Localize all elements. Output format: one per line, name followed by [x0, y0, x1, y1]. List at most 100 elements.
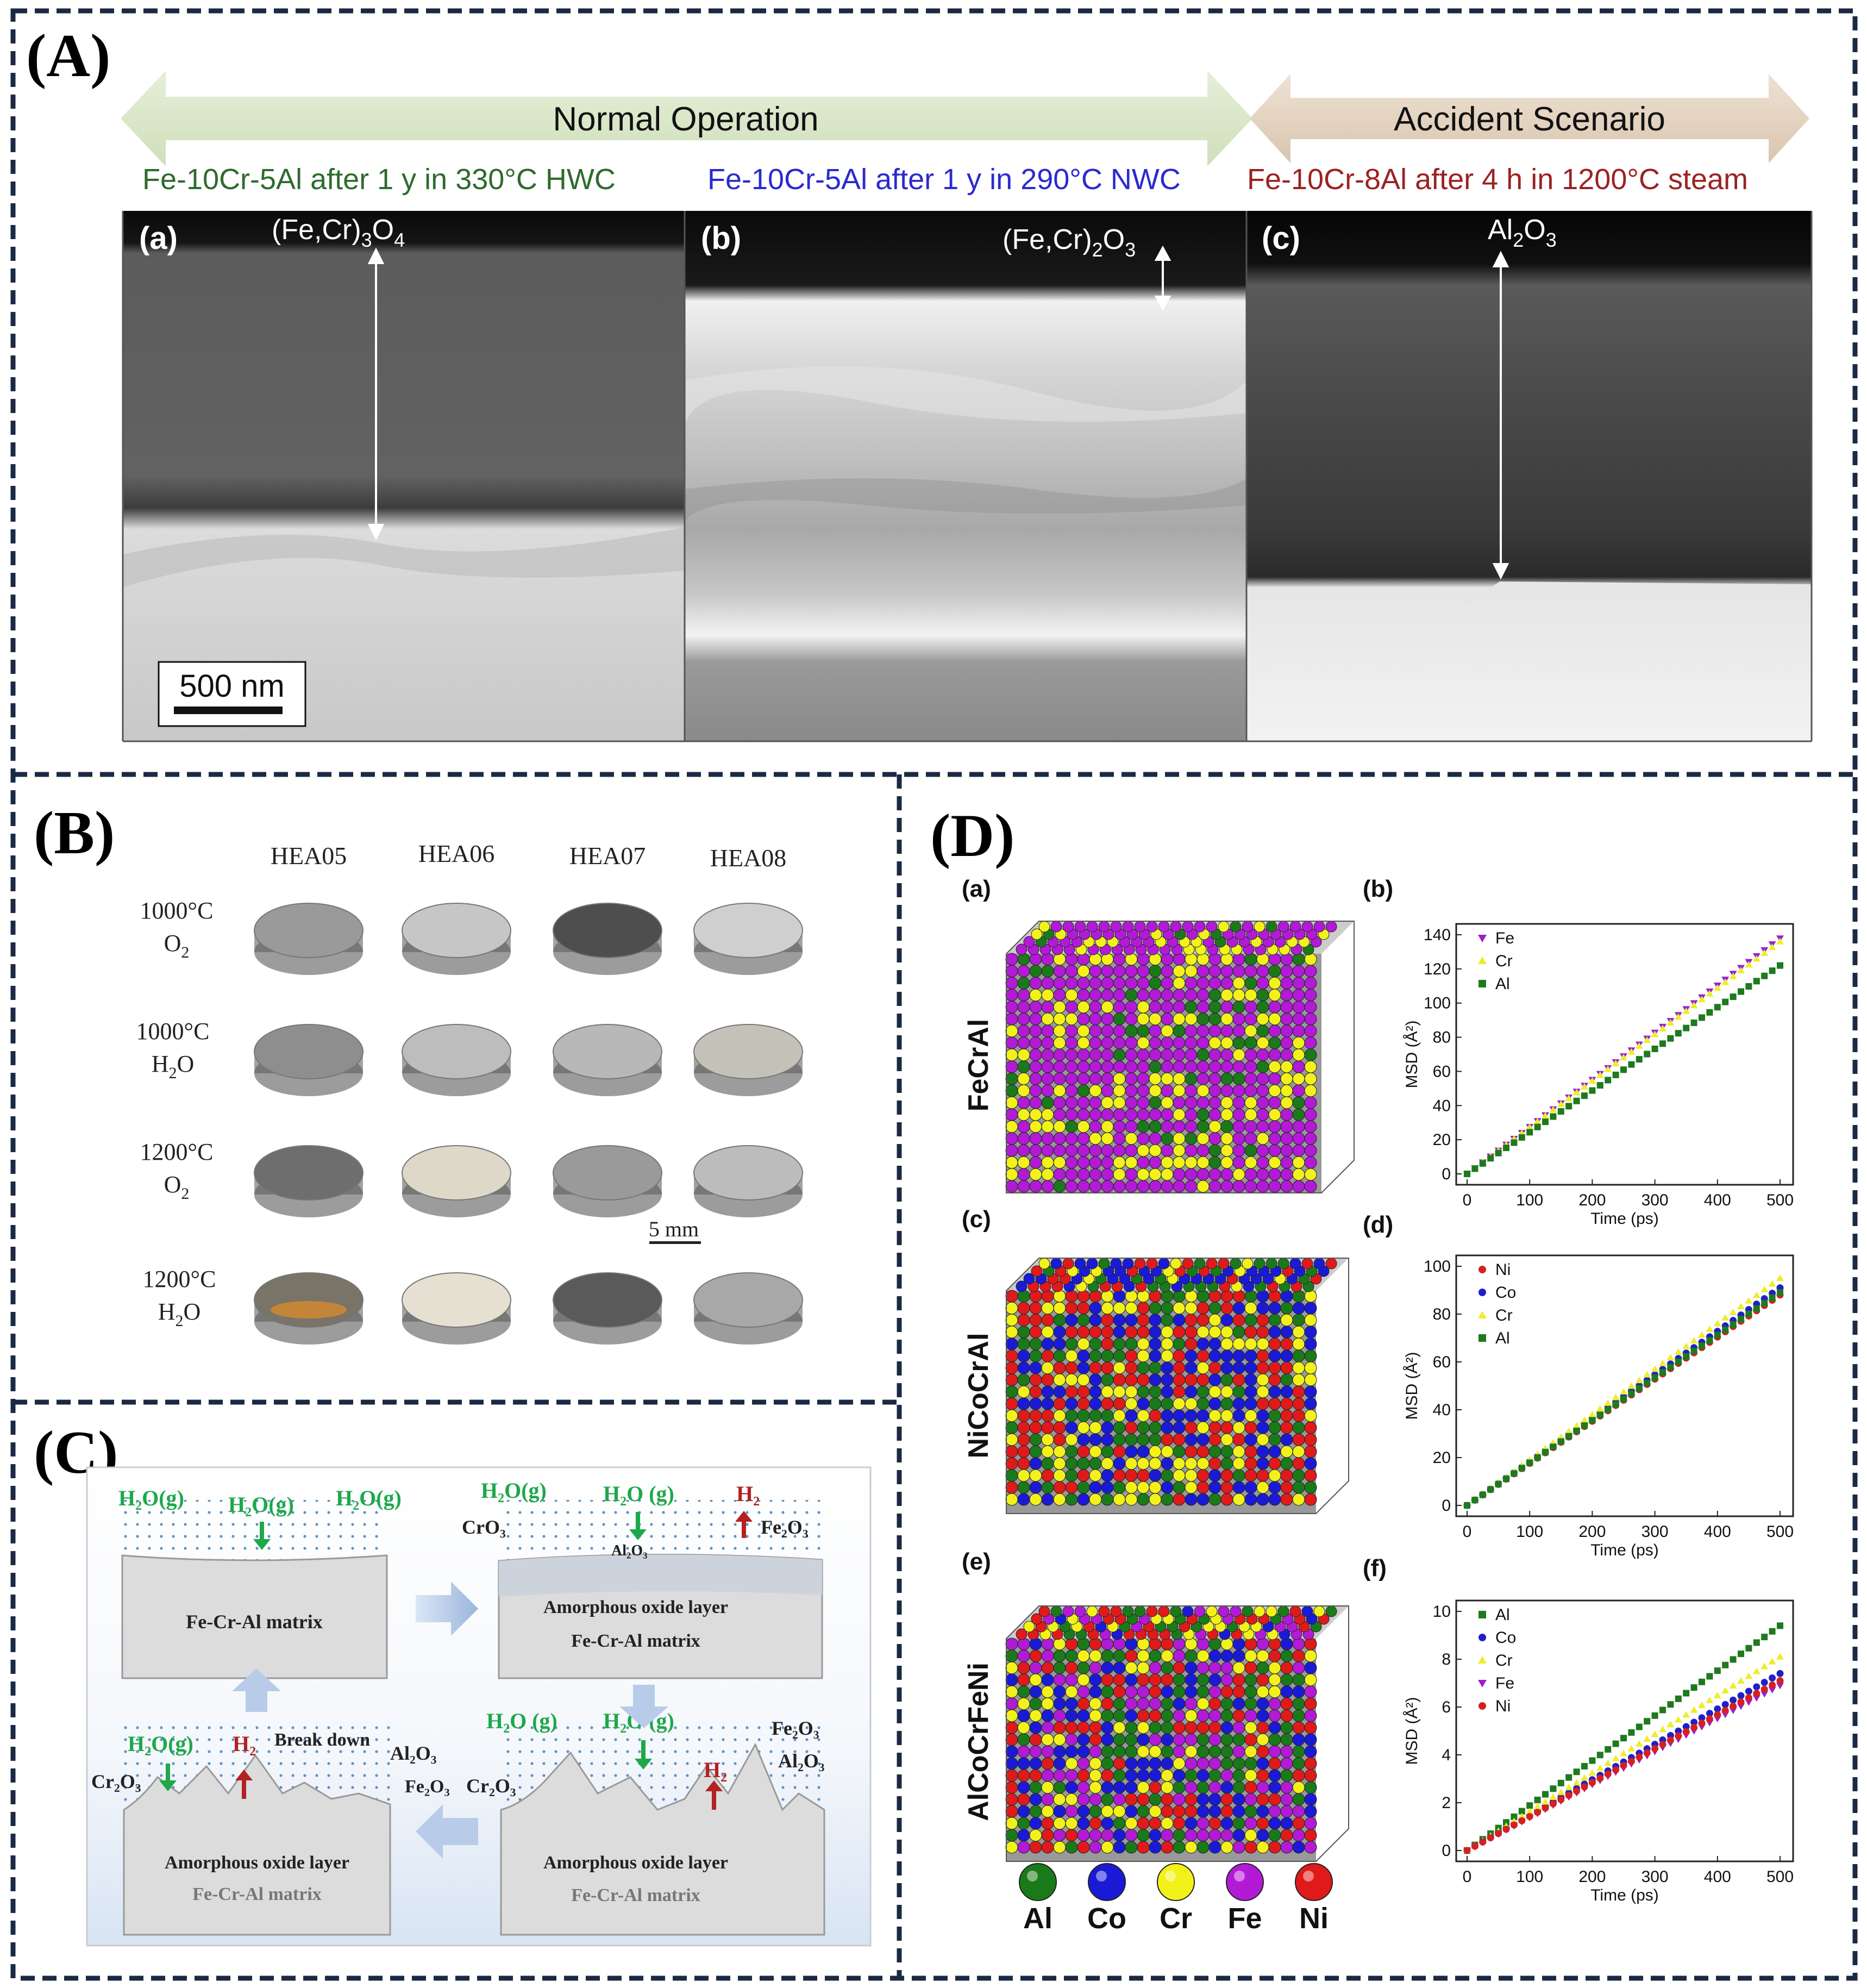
data-point	[1667, 1364, 1674, 1371]
data-point	[1604, 1399, 1612, 1406]
data-point	[1683, 1690, 1690, 1697]
y-tick-label: 60	[1433, 1353, 1451, 1371]
data-point	[1699, 1342, 1705, 1349]
data-point	[1738, 1316, 1744, 1323]
sublabel-d-e: (e)	[962, 1548, 991, 1575]
data-point	[1683, 1353, 1690, 1360]
data-point	[1557, 1438, 1564, 1445]
data-point	[1761, 1285, 1769, 1292]
data-point	[1776, 937, 1784, 945]
data-point	[1518, 1808, 1525, 1815]
data-point	[1721, 1686, 1730, 1693]
data-point	[1752, 955, 1761, 962]
y-tick-label: 20	[1433, 1449, 1451, 1467]
data-point	[1745, 961, 1753, 968]
data-point	[1737, 1677, 1745, 1684]
data-point	[1526, 1459, 1533, 1466]
y-tick-label: 0	[1442, 1497, 1451, 1515]
panel-a-label: (A)	[26, 22, 110, 90]
data-point	[1479, 1160, 1486, 1167]
x-tick-label: 200	[1578, 1868, 1606, 1886]
data-point	[1729, 972, 1737, 979]
data-point	[1761, 1691, 1769, 1698]
data-point	[1777, 962, 1783, 969]
data-point	[1752, 1667, 1761, 1674]
legend-entry: Co	[1478, 1284, 1516, 1302]
data-point	[1768, 1280, 1776, 1287]
data-point	[1495, 1480, 1502, 1487]
scale-bar-a: 500 nm	[158, 661, 306, 727]
data-point	[1604, 1759, 1612, 1766]
data-point	[1651, 1374, 1658, 1381]
data-point	[1518, 1134, 1525, 1141]
data-point	[1620, 1054, 1627, 1061]
data-point	[1651, 1365, 1659, 1372]
row-gas: H2O	[152, 1051, 195, 1082]
data-point	[1659, 1359, 1666, 1366]
y-tick-label: 8	[1442, 1651, 1451, 1668]
sample-coupon	[402, 1272, 511, 1345]
legend-marker	[1478, 1634, 1486, 1641]
y-tick-label: 120	[1424, 960, 1451, 978]
data-point	[1659, 1369, 1666, 1376]
data-point	[1479, 1491, 1486, 1498]
data-point	[1612, 1754, 1620, 1761]
data-point	[1730, 1702, 1737, 1710]
data-point	[1550, 1113, 1557, 1120]
data-point	[1722, 1326, 1729, 1333]
data-point	[1713, 984, 1721, 991]
x-tick-label: 300	[1642, 1191, 1669, 1209]
y-tick-label: 40	[1433, 1401, 1451, 1419]
svg-text:H₂O (g): H₂O (g)	[603, 1481, 674, 1506]
data-point	[1565, 1103, 1572, 1110]
x-tick-label: 400	[1704, 1191, 1731, 1209]
data-point	[1666, 1019, 1675, 1026]
row-temp: 1200°C	[143, 1266, 216, 1292]
row-temp: 1200°C	[140, 1139, 214, 1165]
data-point	[1628, 1729, 1635, 1736]
data-point	[1511, 1813, 1518, 1820]
sublabel-d-f: (f)	[1363, 1555, 1387, 1581]
data-point	[1534, 1123, 1541, 1130]
data-point	[1533, 1803, 1542, 1810]
data-point	[1713, 1691, 1721, 1698]
data-point	[1572, 1779, 1581, 1786]
svg-text:Fe-Cr-Al matrix: Fe-Cr-Al matrix	[571, 1631, 700, 1651]
legend-entry: Cr	[1478, 1306, 1513, 1324]
data-point	[1722, 1661, 1729, 1668]
svg-text:Al₂O₃: Al₂O₃	[390, 1742, 437, 1764]
x-tick-label: 200	[1578, 1523, 1606, 1541]
data-point	[1690, 1002, 1698, 1009]
svg-text:H₂O(g): H₂O(g)	[336, 1486, 402, 1510]
data-point	[1596, 1082, 1603, 1089]
legend-al: Al	[1019, 1863, 1057, 1935]
data-point	[1565, 1774, 1572, 1781]
data-point	[1557, 1796, 1565, 1803]
data-point	[1761, 1662, 1769, 1670]
data-point	[1745, 1645, 1752, 1652]
data-point	[1495, 1830, 1502, 1837]
data-point	[1706, 1337, 1713, 1344]
data-point	[1534, 1809, 1542, 1816]
data-point	[1714, 1711, 1721, 1718]
data-point	[1573, 1768, 1580, 1776]
msd-chart: 0 100 200 300 400 500 0 20 40 60 80 100 Time (ps) MSD…	[1403, 1254, 1794, 1559]
data-point	[1581, 1416, 1588, 1423]
data-point	[1550, 1443, 1557, 1451]
data-point	[1511, 1470, 1518, 1477]
data-point	[1753, 1305, 1760, 1312]
data-point	[1706, 990, 1714, 997]
data-point	[1643, 1036, 1651, 1043]
data-point	[1620, 1066, 1627, 1073]
data-point	[1605, 1406, 1612, 1413]
data-point	[1690, 1724, 1698, 1731]
data-point	[1620, 1388, 1627, 1395]
data-point	[1604, 1770, 1612, 1778]
data-point	[1690, 1684, 1697, 1691]
legend-marker	[1478, 935, 1487, 942]
legend-label: Cr	[1160, 1902, 1192, 1935]
x-tick-label: 500	[1766, 1523, 1794, 1541]
data-point	[1713, 1320, 1721, 1327]
data-point	[1549, 1800, 1557, 1808]
data-point	[1769, 967, 1776, 974]
